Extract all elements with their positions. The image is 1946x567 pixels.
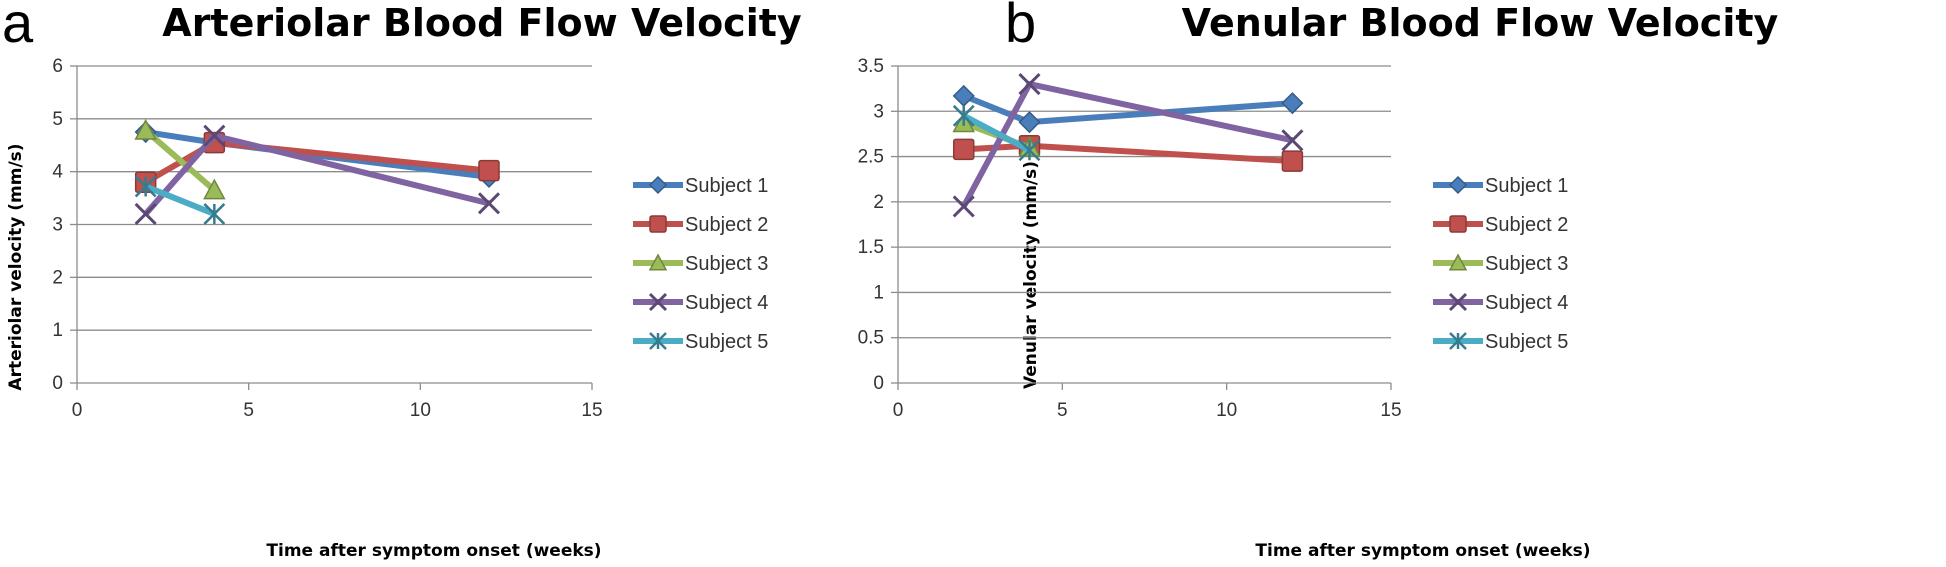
legend-label: Subject 1	[685, 175, 768, 197]
legend-label: Subject 1	[1485, 175, 1568, 197]
y-tick-label: 3	[52, 215, 63, 236]
legend-label: Subject 3	[1485, 253, 1568, 275]
legend-marker	[649, 215, 667, 233]
legend-item: Subject 4	[633, 292, 768, 314]
x-axis-label-b: Time after symptom onset (weeks)	[1255, 541, 1590, 561]
y-tick-label: 4	[52, 162, 63, 183]
data-point	[203, 178, 226, 200]
y-tick-label: 1.5	[858, 237, 884, 258]
legend-label: Subject 2	[1485, 214, 1568, 236]
x-axis-label-a: Time after symptom onset (weeks)	[266, 541, 601, 561]
series-line	[143, 128, 217, 193]
legend-marker	[648, 253, 668, 271]
legend-marker	[1449, 215, 1467, 233]
y-tick-label: 2.5	[858, 147, 884, 168]
legend-label: Subject 2	[685, 214, 768, 236]
panel-letter-b: b	[1005, 0, 1036, 54]
legend-marker	[1448, 253, 1468, 271]
legend-label: Subject 5	[1485, 331, 1568, 353]
panel-a-chart: a Arteriolar Blood Flow Velocity Time af…	[2, 0, 802, 561]
chart-title-a: Arteriolar Blood Flow Velocity	[162, 1, 802, 45]
y-tick-label: 1	[873, 282, 884, 303]
legend-item: Subject 3	[633, 253, 768, 275]
x-tick-label: 5	[243, 400, 254, 421]
data-point	[952, 195, 975, 218]
series-4	[952, 73, 1304, 218]
y-tick-label: 0	[52, 373, 63, 394]
series-5	[134, 175, 226, 225]
data-point	[1281, 150, 1304, 172]
y-tick-label: 1	[52, 320, 63, 341]
y-tick-label: 2	[52, 267, 63, 288]
legend-marker	[1448, 175, 1468, 195]
gridlines	[70, 65, 592, 384]
series-3	[134, 118, 226, 200]
data-point	[134, 118, 157, 140]
series-line	[962, 113, 1031, 153]
legend-item: Subject 2	[633, 214, 768, 236]
legend-item: Subject 3	[1433, 253, 1568, 275]
legend-label: Subject 5	[685, 331, 768, 353]
y-tick-label: 3.5	[858, 56, 884, 77]
legend-item: Subject 2	[1433, 214, 1568, 236]
x-tick-label: 10	[410, 400, 431, 421]
data-point	[1018, 139, 1041, 162]
legend-marker	[1449, 332, 1467, 350]
data-point	[952, 84, 975, 107]
y-axis-label-b: Venular velocity (mm/s)	[1021, 161, 1041, 389]
legend-item: Subject 5	[1433, 331, 1568, 353]
data-point	[477, 192, 501, 215]
legend-marker	[1448, 292, 1468, 312]
legend-item: Subject 4	[1433, 292, 1568, 314]
data-point	[952, 138, 975, 161]
data-point	[1281, 129, 1304, 152]
y-tick-label: 3	[873, 101, 884, 122]
data-point	[203, 124, 226, 147]
legend-marker	[649, 332, 667, 350]
data-point	[1018, 73, 1041, 96]
legend-item: Subject 5	[633, 331, 768, 353]
x-tick-label: 15	[581, 400, 602, 421]
legend-label: Subject 4	[1485, 292, 1568, 314]
x-tick-label: 15	[1380, 400, 1401, 421]
data-point	[134, 202, 157, 225]
x-tick-label: 0	[72, 400, 83, 421]
legend-label: Subject 3	[685, 253, 768, 275]
chart-title-b: Venular Blood Flow Velocity	[1182, 1, 1779, 45]
series-1	[952, 84, 1304, 134]
y-tick-label: 2	[873, 192, 884, 213]
legend-marker	[648, 292, 668, 312]
y-tick-label: 0.5	[858, 328, 884, 349]
series-4	[134, 124, 501, 225]
series-5	[952, 104, 1041, 162]
panel-b-chart: b Venular Blood Flow Velocity Time after…	[858, 0, 1779, 561]
data-point	[203, 203, 226, 225]
data-point	[952, 104, 975, 127]
legend-item: Subject 1	[1433, 175, 1568, 197]
y-tick-label: 5	[52, 109, 63, 130]
legend-label: Subject 4	[685, 292, 768, 314]
legend-marker	[648, 175, 668, 195]
series-line	[963, 142, 1293, 165]
y-tick-label: 0	[873, 373, 884, 394]
series-line	[144, 183, 216, 217]
x-tick-label: 10	[1216, 400, 1237, 421]
panel-letter-a: a	[2, 0, 34, 54]
data-point	[1018, 111, 1041, 134]
legend-item: Subject 1	[633, 175, 768, 197]
data-point	[134, 175, 157, 198]
x-tick-label: 0	[893, 400, 904, 421]
y-axis-label-a: Arteriolar velocity (mm/s)	[6, 143, 26, 390]
y-tick-label: 6	[52, 56, 63, 77]
x-tick-label: 5	[1057, 400, 1068, 421]
data-point	[1281, 92, 1304, 115]
data-point	[478, 159, 500, 182]
